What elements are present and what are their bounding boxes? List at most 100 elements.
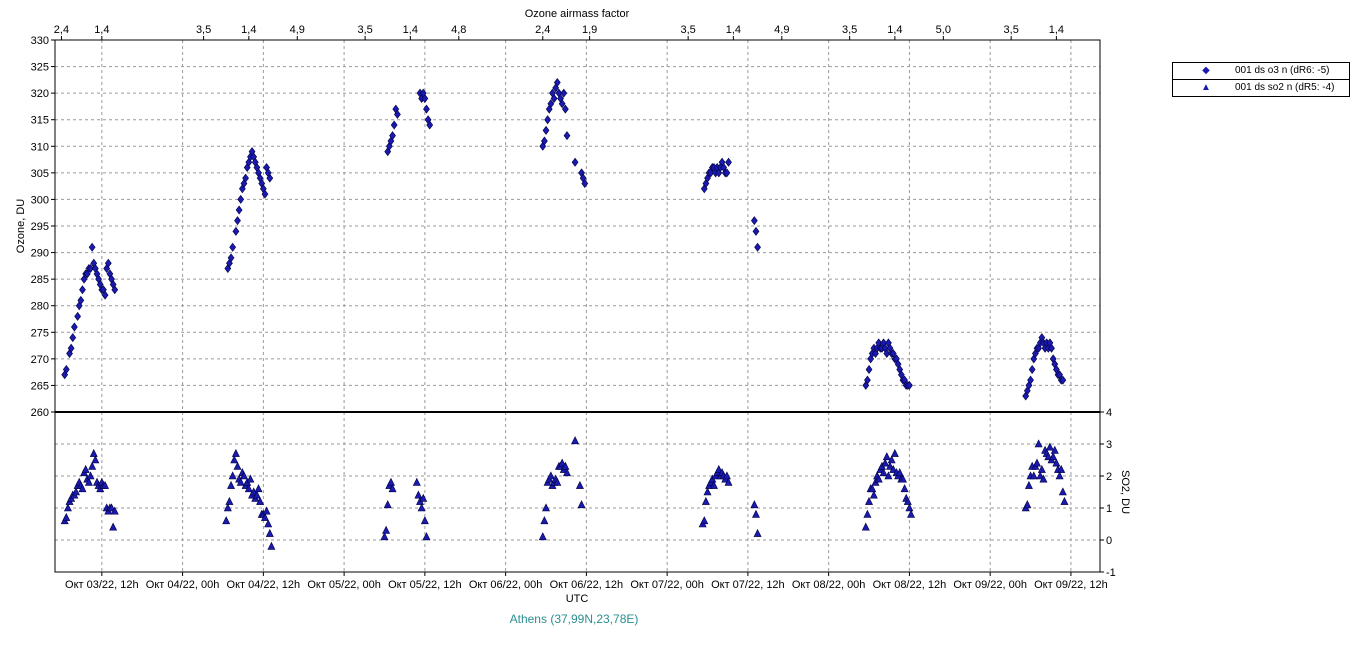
so2-data-point	[388, 484, 397, 493]
x-tick-label: Окт 07/22, 00h	[630, 579, 704, 591]
ozone-tick-label: 280	[31, 301, 49, 313]
x-tick-label: Окт 07/22, 12h	[711, 579, 785, 591]
so2-data-point	[417, 503, 426, 512]
ozone-data-point	[1027, 375, 1034, 385]
so2-data-point	[1049, 452, 1058, 461]
ozone-data-point	[544, 115, 551, 125]
so2-data-point	[84, 477, 93, 486]
so2-data-point	[63, 503, 72, 512]
so2-tick-label: 2	[1106, 471, 1112, 483]
so2-tick-label: 0	[1106, 535, 1112, 547]
so2-data-point	[1044, 452, 1053, 461]
legend-label-o3: 001 ds o3 n (dR6: -5)	[1235, 65, 1330, 76]
so2-tick-label: -1	[1106, 567, 1116, 579]
ozone-data-point	[550, 93, 558, 103]
top-axis-tick-label: 1,4	[1049, 24, 1064, 36]
x-tick-label: Окт 06/22, 12h	[550, 579, 624, 591]
so2-data-point	[886, 461, 895, 470]
legend-item-o3: ◆ 001 ds o3 n (dR6: -5)	[1173, 63, 1349, 79]
so2-tick-label: 3	[1106, 439, 1112, 451]
so2-data-point	[419, 493, 428, 502]
so2-data-point	[260, 512, 269, 521]
top-axis-title: Ozone airmass factor	[525, 8, 630, 20]
top-axis-tick-label: 3,5	[680, 24, 695, 36]
so2-data-point	[107, 503, 116, 512]
x-tick-label: Окт 04/22, 00h	[146, 579, 220, 591]
so2-data-point	[1052, 458, 1061, 467]
top-axis-tick-label: 4,9	[290, 24, 305, 36]
so2-data-point	[81, 464, 90, 473]
so2-data-point	[703, 487, 712, 496]
ozone-data-point	[423, 104, 430, 114]
so2-data-point	[722, 471, 731, 480]
ozone-tick-label: 275	[31, 327, 49, 339]
so2-tick-label: 4	[1106, 407, 1112, 419]
x-tick-label: Окт 05/22, 12h	[388, 579, 462, 591]
ozone-tick-label: 265	[31, 380, 49, 392]
x-tick-label: Окт 03/22, 12h	[65, 579, 139, 591]
so2-data-point	[1050, 445, 1059, 454]
so2-data-point	[88, 461, 97, 470]
so2-data-point	[571, 436, 580, 445]
so2-data-point	[882, 452, 891, 461]
so2-data-point	[542, 503, 550, 512]
so2-data-point	[89, 448, 98, 457]
x-tick-label: Окт 06/22, 00h	[469, 579, 543, 591]
so2-data-point	[701, 496, 710, 505]
so2-data-point	[553, 477, 562, 486]
so2-data-point	[227, 480, 236, 489]
top-axis-tick-label: 1,4	[403, 24, 418, 36]
so2-data-point	[246, 474, 255, 483]
so2-data-point	[110, 506, 119, 515]
so2-data-point	[884, 471, 893, 480]
so2-data-point	[1057, 464, 1066, 473]
so2-data-point	[879, 468, 888, 477]
top-axis-tick-label: 3,5	[196, 24, 211, 36]
ozone-tick-label: 295	[31, 221, 49, 233]
so2-data-point	[91, 455, 100, 464]
ozone-data-point	[111, 285, 119, 295]
ozone-data-point	[581, 178, 589, 188]
x-tick-label: Окт 08/22, 00h	[792, 579, 866, 591]
so2-data-point	[753, 528, 762, 537]
ozone-tick-label: 320	[31, 88, 49, 100]
ozone-data-point	[553, 78, 561, 88]
so2-data-point	[887, 455, 896, 464]
so2-data-point	[869, 490, 878, 499]
ozone-data-point	[864, 375, 871, 385]
x-tick-label: Окт 09/22, 12h	[1034, 579, 1108, 591]
so2-data-point	[420, 516, 429, 525]
x-tick-label: Окт 05/22, 00h	[307, 579, 381, 591]
so2-data-point	[230, 455, 239, 464]
so2-data-point	[267, 541, 276, 550]
so2-data-point	[874, 474, 883, 483]
station-label: Athens (37,99N,23,78E)	[510, 612, 639, 626]
ozone-tick-label: 285	[31, 274, 49, 286]
so2-data-point	[907, 509, 916, 518]
ozone-data-point	[1028, 364, 1036, 374]
ozone-data-point	[62, 364, 70, 374]
so2-data-point	[563, 468, 571, 477]
top-axis-tick-label: 5,0	[936, 24, 951, 36]
ozone-tick-label: 270	[31, 354, 49, 366]
so2-data-point	[256, 496, 265, 505]
so2-data-point	[750, 500, 759, 509]
ozone-data-point	[261, 189, 269, 199]
ozone-data-point	[558, 99, 566, 109]
so2-data-point	[101, 480, 110, 489]
so2-data-point	[546, 471, 555, 480]
so2-data-point	[863, 509, 872, 518]
so2-data-point	[380, 532, 389, 541]
top-axis-tick-label: 3,5	[357, 24, 372, 36]
so2-axis-label: SO2, DU	[1119, 470, 1131, 514]
legend-label-so2: 001 ds so2 n (dR5: -4)	[1235, 82, 1335, 93]
top-axis-tick-label: 1,4	[241, 24, 256, 36]
ozone-tick-label: 325	[31, 62, 49, 74]
ozone-data-point	[87, 264, 94, 274]
so2-data-point	[1039, 474, 1048, 483]
ozone-data-point	[79, 285, 86, 295]
so2-data-point	[577, 500, 586, 509]
so2-data-point	[1029, 471, 1038, 480]
so2-data-point	[751, 509, 760, 518]
